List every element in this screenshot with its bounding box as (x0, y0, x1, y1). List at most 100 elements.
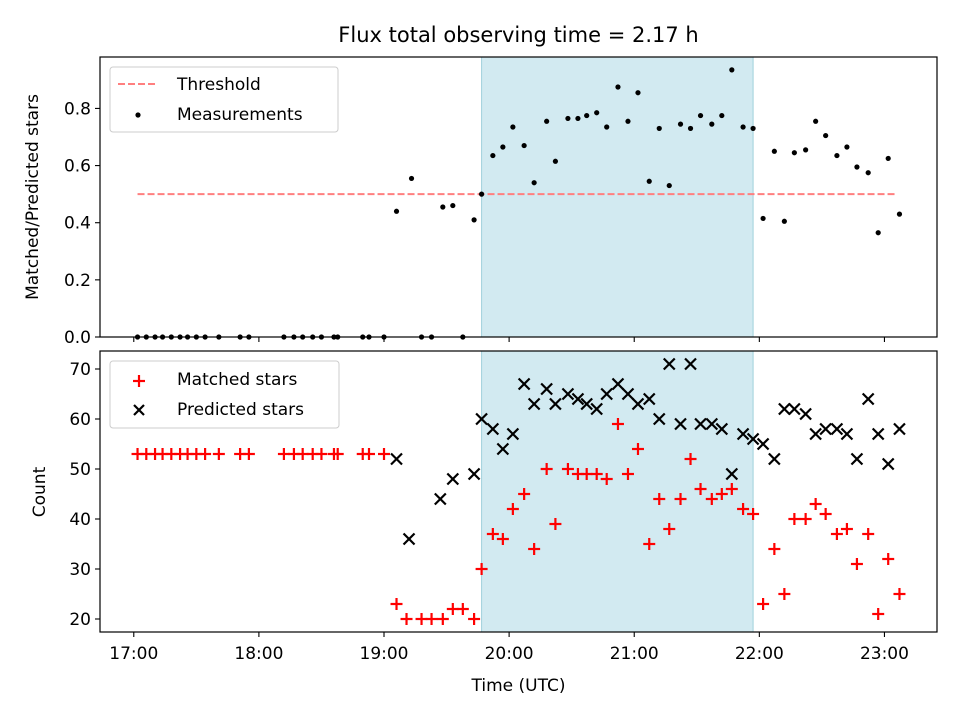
matched-star-point (590, 468, 603, 480)
predicted-star-point (736, 427, 750, 441)
bottom-y-tick-label: 30 (69, 560, 91, 580)
matched-star-point (747, 508, 760, 520)
predicted-star-point (549, 397, 562, 411)
predicted-star-point (402, 532, 416, 546)
predicted-star-point (684, 357, 697, 371)
predicted-star-point (662, 357, 676, 371)
predicted-star-point (756, 437, 770, 451)
matched-star-point (540, 463, 553, 475)
bottom-y-axis-label: Count (30, 466, 50, 517)
measurement-point (719, 112, 725, 119)
measurement-point (584, 112, 590, 119)
predicted-star-point (652, 412, 666, 426)
measurement-point (865, 170, 871, 176)
top-y-ticks: 0.0 0.2 0.4 0.6 0.8 (64, 99, 100, 348)
bottom-y-ticks: 20 30 40 50 60 70 (69, 360, 100, 630)
predicted-star-point (540, 382, 553, 396)
measurement-point (687, 125, 694, 132)
top-shade-rect (481, 56, 754, 338)
top-y-tick-label: 0.2 (64, 271, 91, 291)
predicted-star-point (446, 472, 460, 486)
measurement-point (615, 84, 621, 90)
predicted-star-point (778, 402, 791, 416)
matched-star-point (715, 488, 728, 500)
measurement-point (896, 211, 903, 217)
top-axes-frame (99, 56, 938, 338)
bottom-y-tick-label: 70 (69, 360, 91, 380)
predicted-star-point (840, 427, 854, 441)
measurement-point (656, 125, 662, 132)
predicted-star-point (580, 397, 593, 411)
matched-star-point (242, 448, 255, 460)
measurements-legend-label: Measurements (177, 105, 303, 125)
bottom-panel: 20 30 40 50 60 70 17:00 18:00 19:00 20:00 21:00 22… (30, 350, 938, 696)
predicted-star-point (830, 422, 844, 436)
matched-star-point (506, 503, 519, 515)
measurement-point (393, 208, 400, 214)
measurement-point (823, 132, 829, 139)
matched-star-point (331, 448, 344, 460)
predicted-star-point (506, 427, 520, 441)
measurement-point (791, 150, 797, 156)
bottom-data-marks (131, 357, 906, 625)
measurement-point (750, 125, 756, 132)
matched-star-point (561, 463, 574, 475)
matched-star-point (663, 523, 676, 535)
predicted-legend-label: Predicted stars (177, 400, 304, 420)
matched-star-point (621, 468, 634, 480)
measurement-point (729, 67, 735, 73)
measurement-point (885, 155, 891, 162)
matched-star-point (400, 613, 413, 625)
measurement-point (740, 124, 746, 130)
predicted-star-point (705, 417, 719, 431)
measurement-point (440, 204, 446, 210)
predicted-star-point (715, 422, 729, 436)
predicted-legend-marker (133, 404, 145, 416)
bottom-y-tick-label: 20 (69, 610, 91, 630)
measurement-point (531, 180, 537, 186)
predicted-star-point (527, 397, 541, 411)
measurement-point (854, 164, 860, 170)
predicted-star-point (850, 452, 864, 466)
matched-star-point (580, 468, 593, 480)
predicted-star-point (475, 412, 488, 426)
bottom-shade-rect (481, 350, 754, 633)
matched-star-point (643, 538, 656, 550)
matched-star-point (199, 448, 212, 460)
matched-star-point (850, 558, 863, 570)
matched-star-point (549, 518, 562, 530)
measurement-point (552, 158, 559, 164)
matched-star-point (653, 493, 666, 505)
top-y-axis-label: Matched/Predicted stars (23, 94, 43, 300)
matched-star-point (496, 533, 509, 545)
bottom-y-tick-label: 40 (69, 510, 91, 530)
matched-star-point (486, 528, 499, 540)
measurement-point (781, 218, 787, 224)
predicted-star-point (631, 397, 645, 411)
bottom-x-ticks: 17:00 18:00 19:00 20:00 21:00 22:00 23:00 (109, 632, 909, 664)
matched-star-point (768, 543, 781, 555)
matched-star-point (882, 553, 895, 565)
predicted-star-point (390, 452, 403, 466)
matched-star-point (390, 598, 403, 610)
matched-star-point (862, 528, 875, 540)
top-x-ticks (133, 337, 886, 342)
matched-star-point (456, 603, 469, 615)
predicted-star-point (871, 427, 885, 441)
predicted-star-point (725, 467, 739, 481)
x-tick-label: 23:00 (860, 644, 909, 664)
matched-star-point (212, 448, 225, 460)
matched-star-point (362, 448, 375, 460)
measurement-point (697, 112, 704, 119)
x-tick-label: 17:00 (109, 644, 158, 664)
measurement-point (490, 152, 496, 159)
x-tick-label: 18:00 (234, 644, 283, 664)
measurement-point (771, 148, 777, 154)
matched-star-point (315, 448, 328, 460)
matched-star-point (425, 613, 438, 625)
measurement-point (709, 121, 715, 127)
matched-star-point (757, 598, 770, 610)
matched-star-point (468, 613, 481, 625)
matched-legend-label: Matched stars (177, 370, 297, 390)
measurement-point (875, 230, 881, 236)
